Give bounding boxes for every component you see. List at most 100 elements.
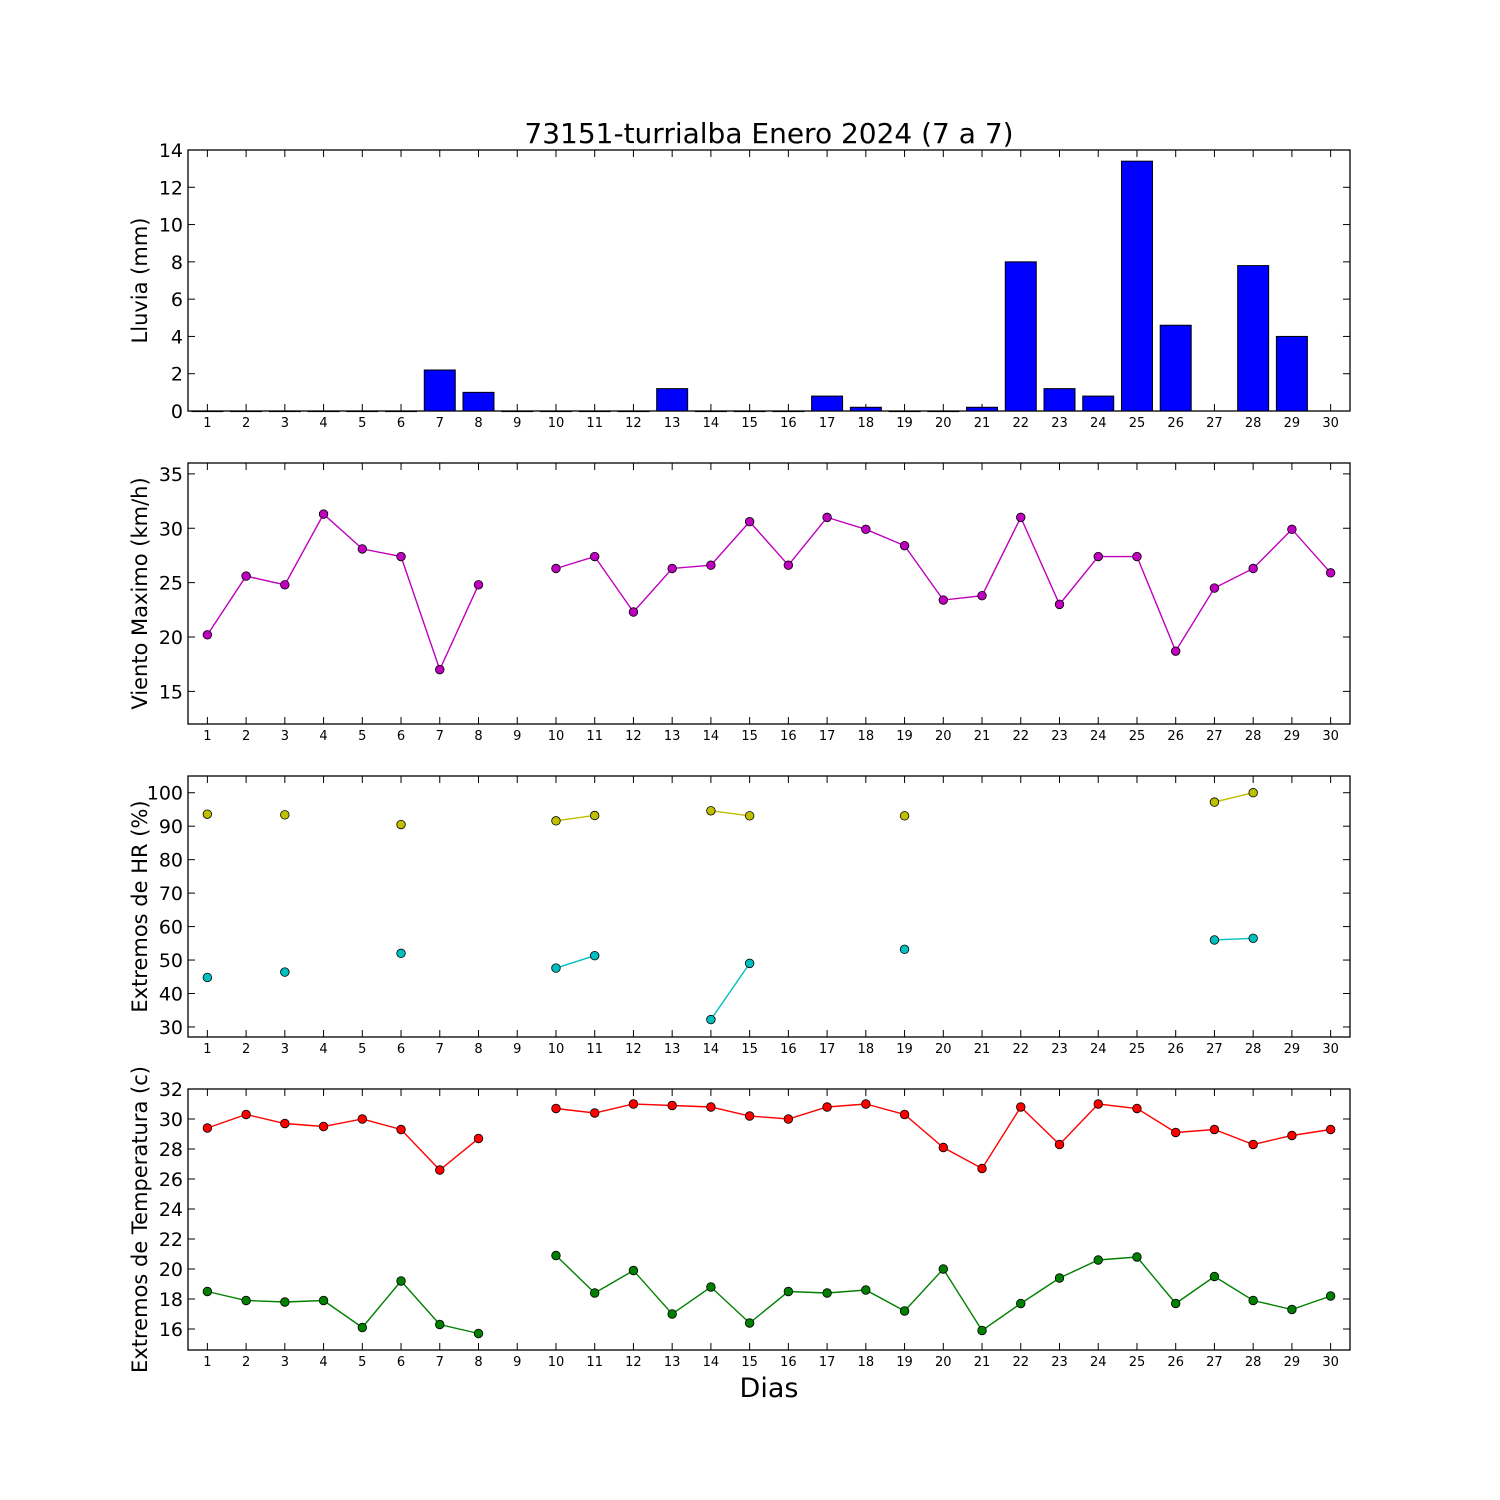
temp-min-point — [590, 1288, 600, 1298]
wind-point — [590, 551, 600, 562]
temp-min-point — [357, 1322, 368, 1333]
rain-xtick-label: 26 — [1167, 416, 1184, 431]
hr-xtick-label: 2 — [242, 1042, 250, 1057]
rain-xtick-label: 5 — [358, 416, 366, 431]
rain-xtick-label: 10 — [548, 416, 565, 431]
temp-xtick-label: 15 — [741, 1355, 758, 1370]
wind-xtick-label: 30 — [1322, 729, 1339, 744]
rain-bar — [849, 406, 882, 412]
hr-max-line — [710, 810, 750, 817]
temp-xtick-label: 14 — [703, 1355, 720, 1370]
rain-xtick-label: 18 — [858, 416, 875, 431]
wind-xtick-label: 20 — [935, 729, 952, 744]
hr-xtick-label: 22 — [1012, 1042, 1029, 1057]
temp-max-point — [357, 1114, 368, 1124]
wind-point — [473, 580, 484, 590]
temp-max-point — [783, 1114, 794, 1124]
wind-point — [899, 540, 910, 551]
temp-max-point — [202, 1123, 213, 1133]
temp-xtick-label: 28 — [1245, 1355, 1262, 1370]
rain-bar — [772, 410, 805, 413]
rain-bar — [230, 410, 263, 413]
rain-bar — [966, 406, 999, 412]
wind-xtick-label: 18 — [858, 729, 875, 744]
temp-ytick-label: 22 — [159, 1229, 183, 1251]
rain-xtick-label: 14 — [703, 416, 720, 431]
rain-bar — [733, 410, 766, 413]
temp-xtick-label: 29 — [1284, 1355, 1301, 1370]
temp-min-point — [667, 1309, 677, 1319]
hr-xtick-label: 6 — [397, 1042, 405, 1057]
hr-max-point — [280, 810, 290, 820]
hr-xtick-label: 27 — [1206, 1042, 1223, 1057]
wind-xtick-label: 21 — [974, 729, 991, 744]
wind-xtick-label: 11 — [586, 729, 603, 744]
hr-min-point — [202, 972, 213, 983]
hr-max-point — [396, 819, 406, 830]
temp-xtick-label: 24 — [1090, 1355, 1107, 1370]
wind-xtick-label: 28 — [1245, 729, 1262, 744]
temp-xtick-label: 7 — [436, 1355, 444, 1370]
hr-max-point — [202, 809, 213, 819]
temp-min-point — [744, 1318, 755, 1328]
temp-ytick-label: 16 — [159, 1319, 183, 1341]
temp-xtick-label: 18 — [858, 1355, 875, 1370]
temp-max-point — [551, 1103, 561, 1114]
wind-point — [280, 580, 290, 590]
rain-xtick-label: 9 — [513, 416, 521, 431]
temp-max-point — [977, 1163, 987, 1174]
wind-xtick-label: 6 — [397, 729, 405, 744]
temp-max-point — [1093, 1099, 1103, 1109]
temp-y-axis-label: Extremos de Temperatura (c) — [128, 1066, 152, 1373]
temp-min-point — [977, 1325, 987, 1336]
rain-ytick-label: 14 — [159, 140, 183, 162]
temp-min-point — [435, 1319, 445, 1330]
rain-bar — [888, 410, 921, 413]
wind-point — [1287, 524, 1297, 535]
wind-xtick-label: 12 — [625, 729, 642, 744]
temp-min-point — [1054, 1273, 1065, 1283]
rain-bar — [617, 410, 650, 413]
temp-xtick-label: 12 — [625, 1355, 642, 1370]
rain-bar — [268, 410, 301, 413]
wind-point — [1248, 563, 1258, 574]
hr-xtick-label: 25 — [1129, 1042, 1146, 1057]
rain-bar — [346, 410, 379, 413]
wind-xtick-label: 7 — [436, 729, 444, 744]
temp-max-point — [1132, 1103, 1142, 1114]
rain-bar — [1004, 261, 1037, 412]
temp-max-point — [590, 1108, 600, 1118]
temp-xtick-label: 25 — [1129, 1355, 1146, 1370]
hr-xtick-label: 18 — [858, 1042, 875, 1057]
temp-min-point — [861, 1285, 871, 1295]
hr-min-point — [706, 1014, 716, 1025]
wind-point — [1016, 512, 1026, 523]
wind-point — [861, 524, 871, 535]
rain-xtick-label: 30 — [1322, 416, 1339, 431]
temp-xtick-label: 5 — [358, 1355, 366, 1370]
temp-max-point — [1016, 1102, 1026, 1112]
rain-bar — [1120, 160, 1153, 412]
hr-xtick-label: 24 — [1090, 1042, 1107, 1057]
temp-xtick-label: 11 — [586, 1355, 603, 1370]
rain-bar — [501, 410, 534, 413]
rain-ytick-label: 4 — [171, 326, 183, 348]
temp-xtick-label: 22 — [1012, 1355, 1029, 1370]
rain-xtick-label: 22 — [1012, 416, 1029, 431]
wind-point — [938, 595, 949, 605]
temp-max-point — [822, 1102, 832, 1112]
rain-xtick-label: 7 — [436, 416, 444, 431]
rain-xtick-label: 8 — [474, 416, 482, 431]
temp-min-line — [207, 1279, 479, 1335]
rain-bar — [811, 395, 844, 412]
hr-min-line — [710, 962, 751, 1020]
temp-min-point — [551, 1250, 561, 1261]
wind-point — [1132, 551, 1142, 562]
temp-max-point — [280, 1118, 290, 1129]
rain-xtick-label: 16 — [780, 416, 797, 431]
temp-xtick-label: 23 — [1051, 1355, 1068, 1370]
wind-xtick-label: 10 — [548, 729, 565, 744]
temp-xtick-label: 4 — [319, 1355, 327, 1370]
wind-xtick-label: 22 — [1012, 729, 1029, 744]
hr-xtick-label: 14 — [703, 1042, 720, 1057]
